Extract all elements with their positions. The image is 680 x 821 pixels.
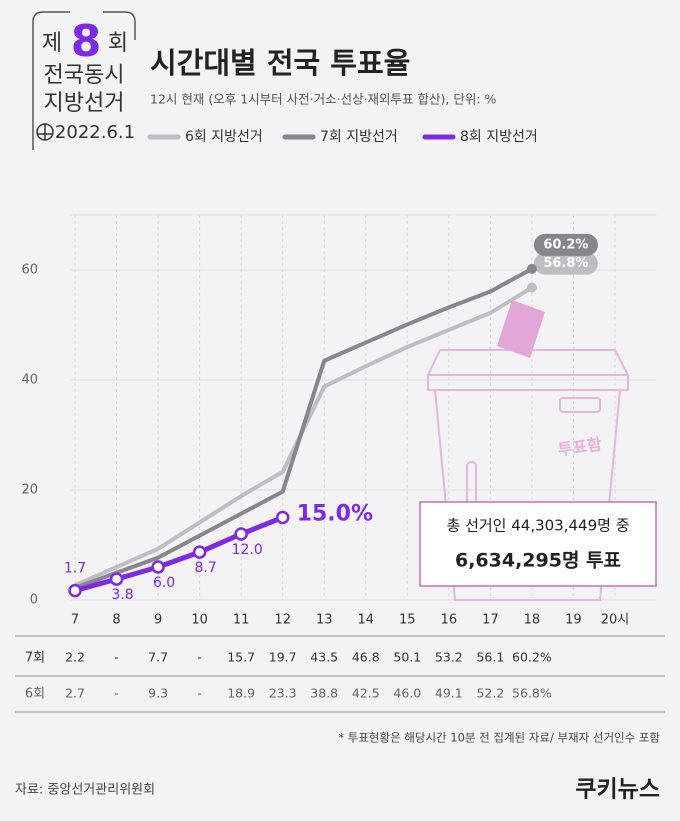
end-label: 56.8%: [543, 256, 588, 271]
end-point: [526, 263, 537, 274]
x-tick-label: 13: [316, 613, 333, 628]
x-tick-label: 7: [71, 613, 79, 628]
logo-number: 8: [71, 16, 102, 67]
y-tick-label: 0: [30, 593, 38, 608]
table-cell: -: [114, 650, 119, 665]
x-tick-label: 16: [441, 613, 458, 628]
annotation-line1: 총 선거인 44,303,449명 중: [447, 517, 630, 535]
data-label: 15.0%: [297, 502, 373, 527]
data-point: [109, 572, 124, 586]
legend-label: 7회 지방선거: [320, 129, 398, 145]
logo-prefix: 제: [42, 31, 62, 56]
x-tick-label: 12: [274, 613, 291, 628]
end-label: 60.2%: [543, 237, 588, 252]
series-line: [74, 285, 533, 587]
data-label: 12.0: [232, 542, 263, 558]
x-tick-label: 18: [524, 613, 541, 628]
annotation-line2: 6,634,295명 투표: [455, 550, 621, 572]
table-cell: 2.7: [65, 686, 85, 701]
table-cell: 56.1: [476, 650, 504, 665]
logo-date: 2022.6.1: [55, 122, 135, 143]
chart-title: 시간대별 전국 투표율: [150, 46, 410, 80]
table-cell: 49.1: [435, 686, 463, 701]
legend-label: 8회 지방선거: [460, 129, 538, 145]
table-cell: 43.5: [310, 650, 338, 665]
logo-line1: 전국동시: [44, 63, 125, 88]
x-tick-label: 15: [399, 613, 416, 628]
logo-frame: [32, 11, 136, 150]
table-cell: -: [114, 686, 119, 701]
table-cell: 38.8: [310, 686, 338, 701]
x-tick-label: 14: [357, 613, 374, 628]
box-body: [434, 389, 621, 601]
table-row-label: 7회: [25, 651, 45, 666]
table-cell: 50.1: [393, 650, 421, 665]
table-cell: 23.3: [269, 686, 297, 701]
logo-icon-mark: [38, 124, 52, 140]
data-point: [151, 560, 165, 574]
source: 자료: 중앙선거관리위원회: [15, 783, 155, 798]
ballot-paper: [497, 300, 545, 358]
box-lid-rim: [427, 375, 629, 391]
logo-line2: 지방선거: [44, 91, 125, 116]
data-point: [275, 510, 290, 525]
data-point: [68, 583, 82, 598]
series-line: [74, 515, 284, 594]
end-label-bg: [533, 233, 598, 256]
table-cell: 42.5: [352, 686, 380, 701]
box-handle: [559, 397, 601, 413]
data-label: 8.7: [195, 560, 217, 576]
end-label-bg: [533, 252, 598, 275]
x-tick-label: 8: [112, 613, 120, 628]
y-tick-label: 40: [21, 373, 38, 388]
table-cell: -: [197, 686, 202, 701]
brand: 쿠키뉴스: [575, 777, 660, 803]
table-cell: 56.8%: [512, 686, 552, 701]
table-cell: 53.2: [435, 650, 463, 665]
y-tick-label: 20: [21, 483, 38, 498]
end-point: [526, 282, 537, 293]
ballot-box: 투표함: [426, 300, 630, 601]
x-tick-label: 9: [154, 613, 162, 628]
data-point: [192, 545, 207, 559]
table-cell: 2.2: [65, 650, 85, 665]
x-tick-label: 10: [191, 613, 208, 628]
annotation-box: [419, 501, 657, 587]
table-cell: 52.2: [476, 686, 504, 701]
x-tick-label: 17: [482, 613, 499, 628]
table-cell: 9.3: [148, 686, 168, 701]
table-cell: -: [197, 650, 202, 665]
data-label: 6.0: [153, 575, 175, 591]
table-cell: 60.2%: [512, 650, 552, 665]
table-cell: 19.7: [269, 650, 297, 665]
x-tick-label: 19: [565, 613, 582, 628]
logo-suffix: 회: [108, 31, 128, 56]
table-cell: 15.7: [227, 650, 255, 665]
footnote: * 투표현황은 해당시간 10분 전 집계된 자료/ 부재자 선거인수 포함: [338, 731, 660, 745]
data-label: 1.7: [64, 561, 86, 577]
data-label: 3.8: [111, 587, 133, 603]
y-tick-label: 60: [21, 263, 38, 278]
x-tick-label: 11: [233, 613, 250, 628]
table-cell: 7.7: [148, 650, 168, 665]
table-row-label: 6회: [25, 687, 45, 702]
table-cell: 46.0: [393, 686, 421, 701]
legend-label: 6회 지방선거: [185, 129, 263, 145]
x-tick-label: 20시: [601, 613, 630, 628]
table-cell: 46.8: [352, 650, 380, 665]
data-point: [234, 527, 248, 541]
chart-subtitle: 12시 현재 (오후 1시부터 사전·거소·선상·재외투표 합산), 단위: %: [150, 92, 497, 107]
series-line: [74, 267, 533, 590]
table-cell: 18.9: [227, 686, 255, 701]
